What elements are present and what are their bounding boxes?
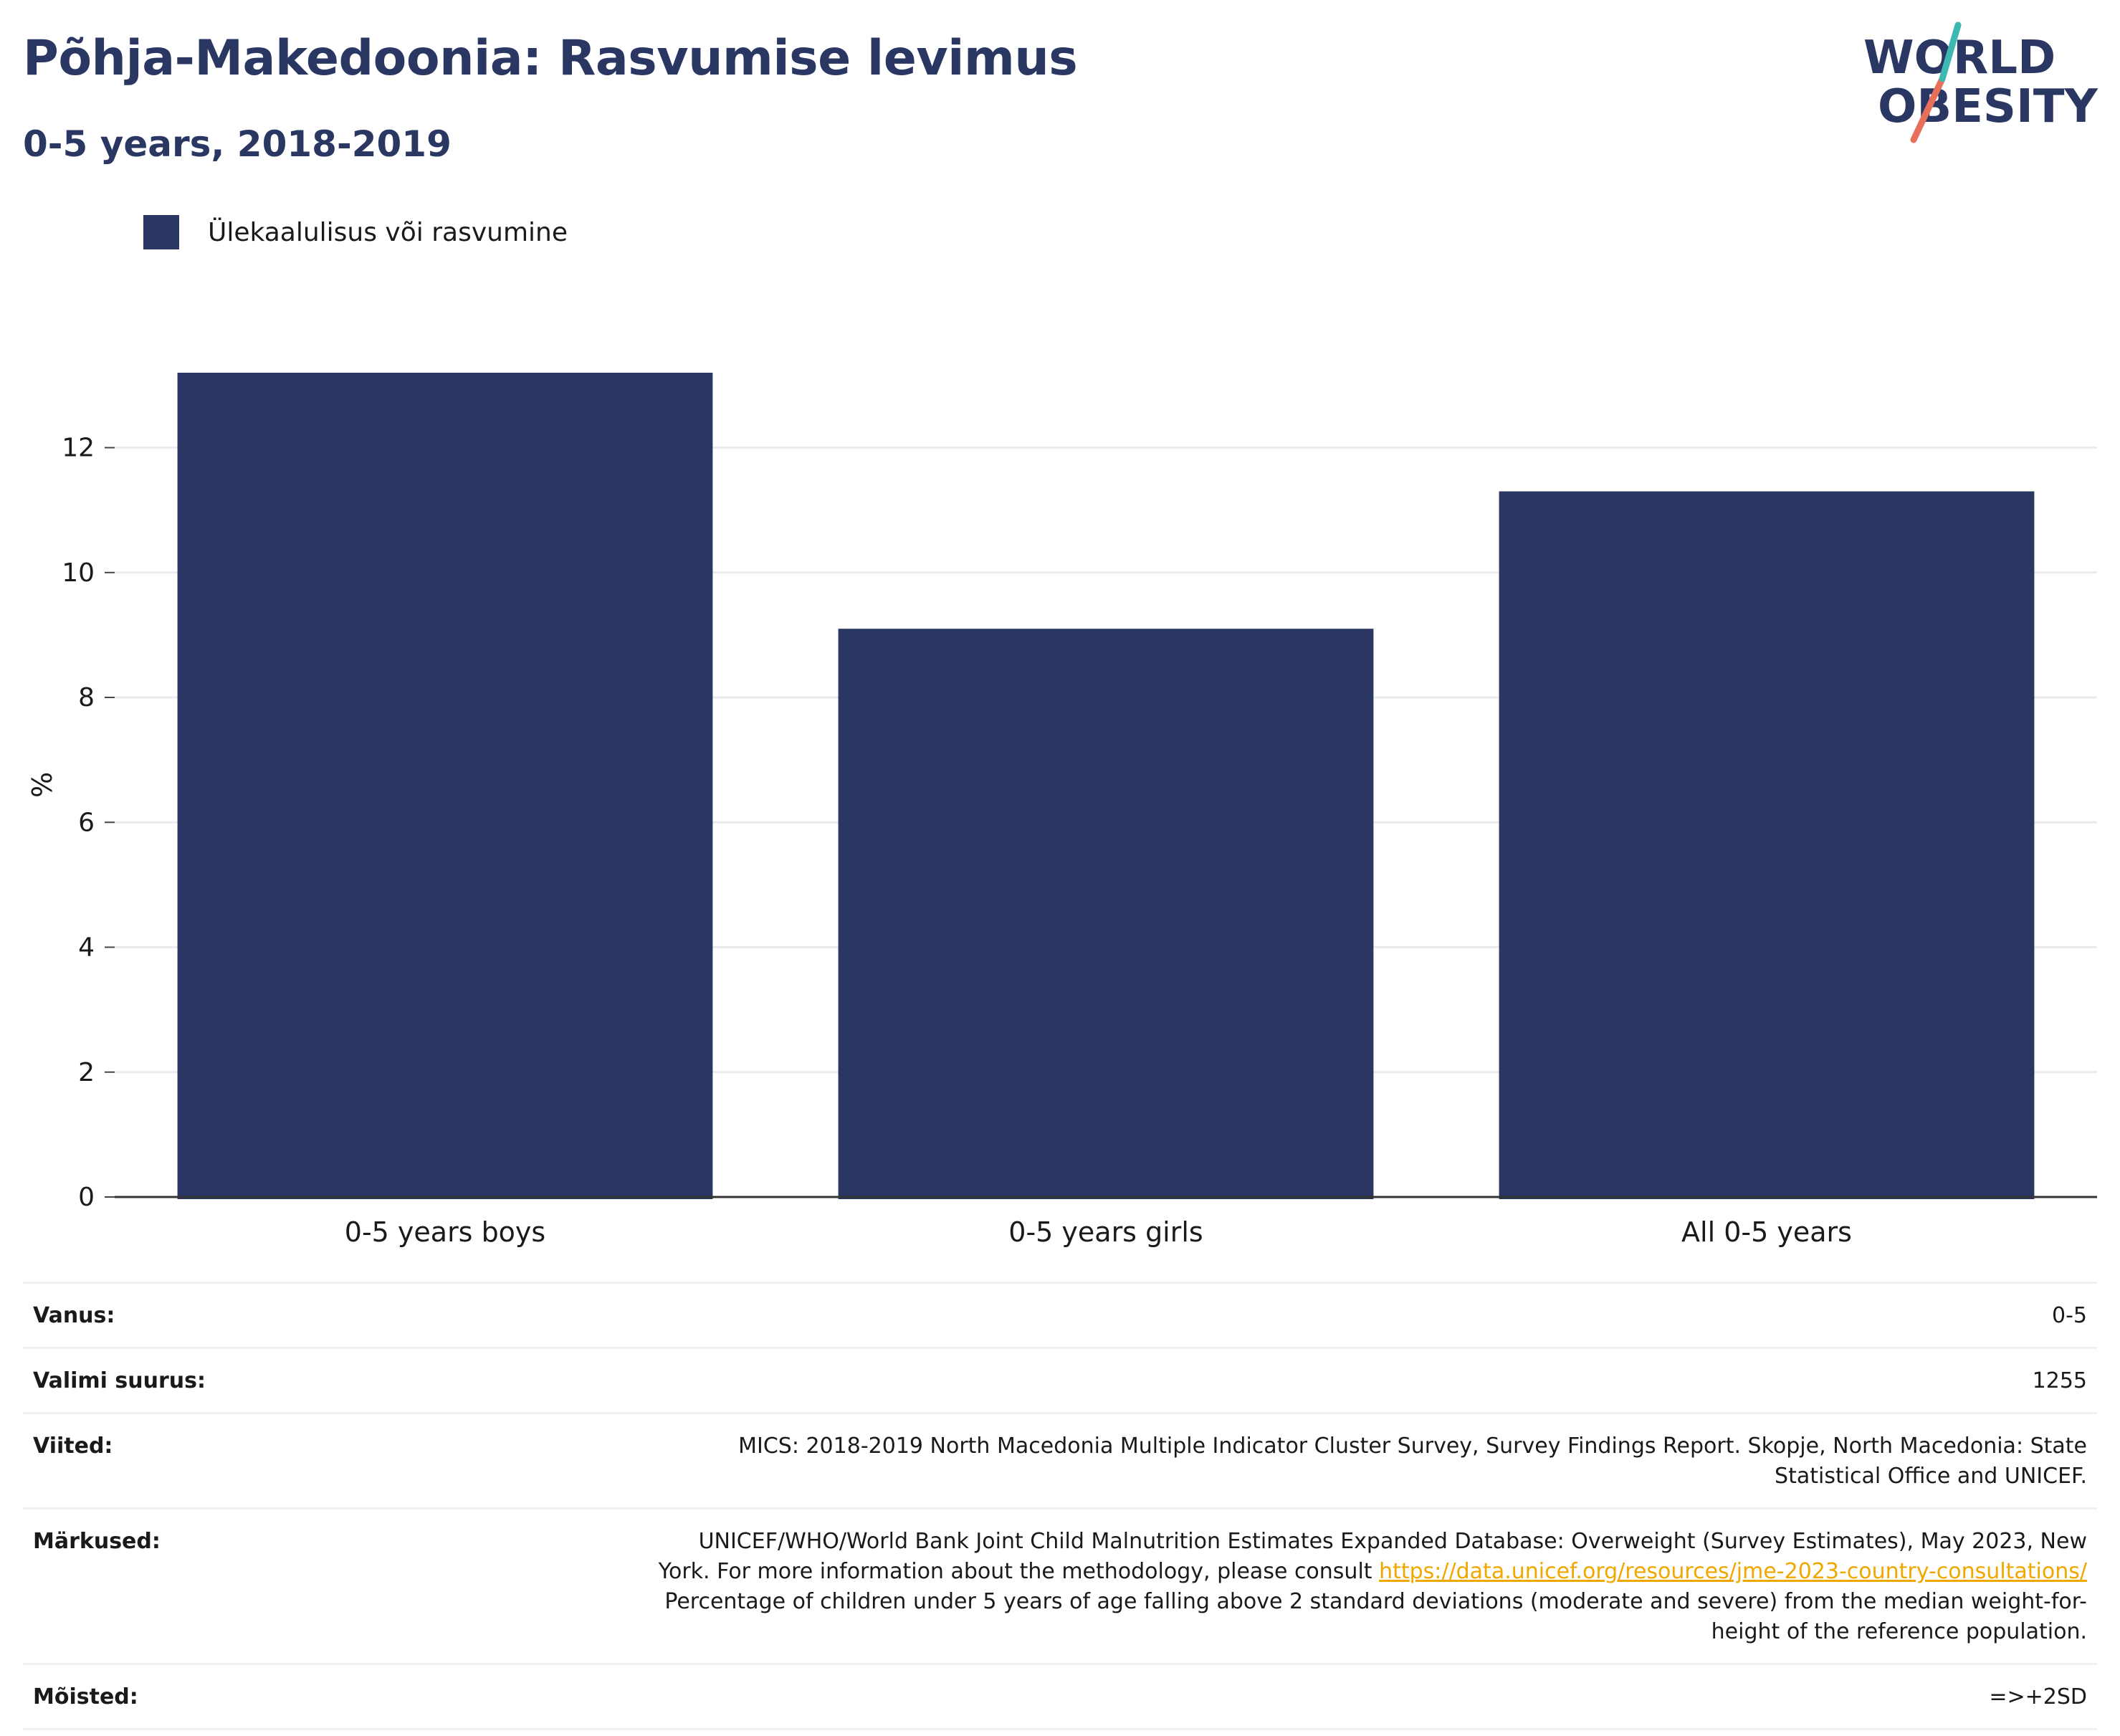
bar-chart: 0 2 4 6 8 10 12% 0-5 years boys 0-5 years girls A… [27, 373, 2097, 1248]
y-tick-label: 10 [62, 558, 95, 588]
logo-slash-top [1910, 75, 1946, 143]
chart-legend: Ülekaalulisus või rasvumine [143, 212, 568, 252]
y-tick-label: 8 [78, 683, 95, 712]
bar [1499, 491, 2035, 1199]
page-subtitle: 0-5 years, 2018-2019 [23, 123, 452, 165]
y-tick-label: 2 [78, 1058, 95, 1087]
meta-notes-label: Märkused: [23, 1507, 545, 1664]
x-tick-label: 0-5 years boys [345, 1216, 545, 1248]
meta-sample-label: Valimi suurus: [23, 1347, 545, 1413]
meta-notes-line1: UNICEF/WHO/World Bank Joint Child Malnut… [698, 1529, 2087, 1554]
legend-label: Ülekaalulisus või rasvumine [208, 217, 568, 247]
methodology-link[interactable]: https://data.unicef.org/resources/jme-20… [1379, 1559, 2087, 1584]
meta-row-refs: Viited: MICS: 2018-2019 North Macedonia … [23, 1412, 2097, 1509]
meta-definitions-value: =>+2SD [545, 1663, 2097, 1730]
page-title: Põhja-Makedoonia: Rasvumise levimus [23, 30, 1078, 87]
meta-row-sample: Valimi suurus: 1255 [23, 1347, 2097, 1413]
meta-definitions-label: Mõisted: [23, 1663, 545, 1730]
world-obesity-logo: WORLD OBESITY [1863, 22, 2098, 143]
meta-refs-value: MICS: 2018-2019 North Macedonia Multiple… [545, 1412, 2097, 1509]
y-axis-label: % [27, 772, 58, 798]
logo-text-line2: OBESITY [1878, 80, 2098, 133]
meta-refs-label: Viited: [23, 1412, 545, 1509]
y-tick-label: 4 [78, 933, 95, 963]
logo-slash-bottom [1939, 22, 1962, 82]
meta-age-label: Vanus: [23, 1282, 545, 1348]
meta-row-definitions: Mõisted: =>+2SD [23, 1663, 2097, 1730]
metadata-table: Vanus: 0-5 Valimi suurus: 1255 Viited: M… [23, 1282, 2097, 1730]
meta-age-value: 0-5 [545, 1282, 2097, 1348]
bar [177, 373, 713, 1199]
x-tick-label: 0-5 years girls [1008, 1216, 1203, 1248]
meta-row-notes: Märkused: UNICEF/WHO/World Bank Joint Ch… [23, 1507, 2097, 1664]
meta-sample-value: 1255 [545, 1347, 2097, 1413]
y-tick-label: 6 [78, 808, 95, 837]
meta-notes-value: UNICEF/WHO/World Bank Joint Child Malnut… [545, 1507, 2097, 1664]
y-tick-label: 0 [78, 1183, 95, 1212]
y-tick-label: 12 [62, 434, 95, 463]
meta-notes-line4: height of the reference population. [1711, 1619, 2087, 1644]
meta-refs-line2: Statistical Office and UNICEF. [1775, 1464, 2087, 1489]
meta-notes-line2: York. For more information about the met… [658, 1559, 1372, 1584]
meta-row-age: Vanus: 0-5 [23, 1282, 2097, 1348]
bar [838, 629, 1374, 1199]
legend-swatch [143, 215, 179, 249]
meta-notes-line3: Percentage of children under 5 years of … [664, 1589, 2087, 1614]
x-tick-label: All 0-5 years [1681, 1216, 1852, 1248]
logo-text-line1: WORLD [1863, 32, 2055, 85]
meta-refs-line1: MICS: 2018-2019 North Macedonia Multiple… [738, 1434, 2087, 1459]
